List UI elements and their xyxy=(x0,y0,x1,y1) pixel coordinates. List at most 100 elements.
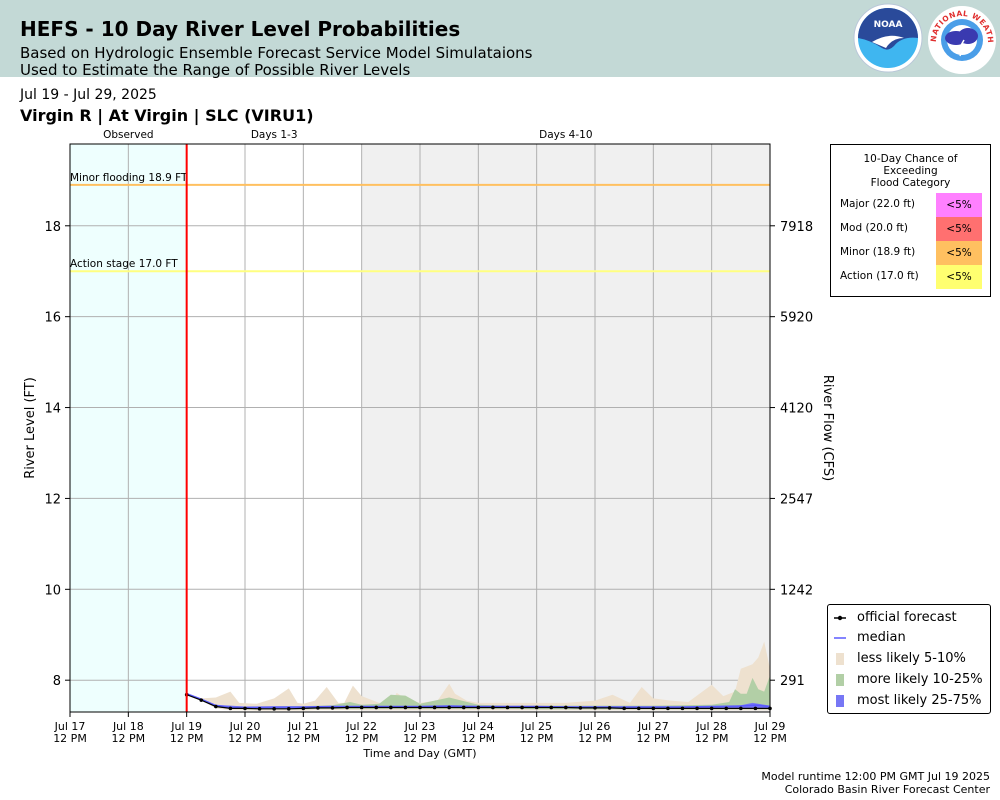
official-forecast-point xyxy=(680,706,685,711)
page-subtitle-line-2: Used to Estimate the Range of Possible R… xyxy=(20,61,411,79)
y-tick-label: 10 xyxy=(44,583,61,598)
y-axis-label: River Level (FT) xyxy=(23,377,38,479)
official-forecast-point xyxy=(301,706,306,711)
official-forecast-point xyxy=(403,705,408,710)
x-tick-label-date: Jul 27 xyxy=(637,720,669,733)
official-forecast-point xyxy=(272,707,276,711)
official-forecast-point xyxy=(753,706,758,711)
x-tick-label-date: Jul 19 xyxy=(170,720,202,733)
flood-category-action: Action (17.0 ft) <5% xyxy=(831,265,990,289)
chart-legend: official forecast median less likely 5-1… xyxy=(827,604,991,714)
period-background-1 xyxy=(186,144,362,712)
flood-category-action-chance: <5% xyxy=(936,265,982,289)
official-forecast-point xyxy=(389,705,393,710)
official-forecast-point xyxy=(199,698,204,702)
x-tick-label-date: Jul 23 xyxy=(404,720,436,733)
y-tick-label: 12 xyxy=(44,492,61,507)
flood-category-moderate: Mod (20.0 ft) <5% xyxy=(831,217,990,241)
y2-tick-label: 5920 xyxy=(780,311,813,326)
x-tick-label-time: 12 PM xyxy=(228,732,262,745)
x-tick-label-time: 12 PM xyxy=(53,732,87,745)
nws-logo-icon: NATIONAL WEATHER SERVICE xyxy=(926,2,996,74)
y2-tick-label: 291 xyxy=(780,674,805,689)
gauge-location-title: Virgin R | At Virgin | SLC (VIRU1) xyxy=(20,106,314,125)
flood-category-major: Major (22.0 ft) <5% xyxy=(831,193,990,217)
legend-item-more-likely: more likely 10-25% xyxy=(834,671,990,689)
official-forecast-point xyxy=(607,706,612,710)
official-forecast-point xyxy=(286,707,291,711)
band-less-likely-5-10- xyxy=(186,641,770,711)
y-tick-label: 16 xyxy=(44,311,61,326)
official-forecast-point xyxy=(418,705,422,710)
official-forecast-point xyxy=(695,706,699,711)
period-background-2 xyxy=(361,144,770,712)
threshold-label-1: Action stage 17.0 FT xyxy=(70,258,178,270)
official-forecast-point xyxy=(359,705,364,710)
x-tick-label-date: Jul 18 xyxy=(112,720,144,733)
official-forecast-point xyxy=(461,705,466,710)
forecast-date-range: Jul 19 - Jul 29, 2025 xyxy=(20,87,157,103)
x-tick-label-time: 12 PM xyxy=(462,732,496,745)
official-forecast-point xyxy=(593,706,597,710)
flood-category-minor: Minor (18.9 ft) <5% xyxy=(831,241,990,265)
official-forecast-point xyxy=(491,705,495,710)
x-tick-label-date: Jul 22 xyxy=(345,720,377,733)
official-forecast-point xyxy=(534,705,539,710)
official-forecast-point xyxy=(345,705,349,710)
official-forecast-point xyxy=(330,706,335,710)
official-forecast-point xyxy=(520,705,524,710)
official-forecast-point xyxy=(243,706,247,711)
legend-item-official-forecast: official forecast xyxy=(834,609,990,627)
x-tick-label-time: 12 PM xyxy=(520,732,554,745)
page-title: HEFS - 10 Day River Level Probabilities xyxy=(20,17,461,41)
less-likely-swatch-icon xyxy=(836,653,844,665)
y2-tick-label: 7918 xyxy=(780,220,813,235)
official-forecast-line-icon xyxy=(834,615,846,621)
period-label-1: Days 1-3 xyxy=(251,129,298,141)
flood-category-moderate-chance: <5% xyxy=(936,217,982,241)
x-tick-label-time: 12 PM xyxy=(287,732,321,745)
x-tick-label-time: 12 PM xyxy=(637,732,671,745)
x-tick-label-time: 12 PM xyxy=(578,732,612,745)
noaa-logo-icon: NOAA xyxy=(853,3,923,73)
official-forecast-point xyxy=(257,707,262,711)
official-forecast-point xyxy=(636,706,641,711)
official-forecast-point xyxy=(739,706,743,711)
flood-category-panel-title: 10-Day Chance of Exceeding Flood Categor… xyxy=(863,153,958,189)
official-forecast-point xyxy=(724,706,729,711)
median-line-icon xyxy=(834,637,846,639)
x-tick-label-time: 12 PM xyxy=(753,732,787,745)
model-runtime-note: Model runtime 12:00 PM GMT Jul 19 2025 xyxy=(761,770,990,783)
y2-axis-label: River Flow (CFS) xyxy=(820,375,835,481)
x-tick-label-date: Jul 17 xyxy=(54,720,86,733)
flood-category-panel: 10-Day Chance of Exceeding Flood Categor… xyxy=(830,144,991,297)
y-tick-label: 14 xyxy=(44,402,61,417)
official-forecast-point xyxy=(228,706,233,711)
page-subtitle-line-1: Based on Hydrologic Ensemble Forecast Se… xyxy=(20,44,533,62)
threshold-label-0: Minor flooding 18.9 FT xyxy=(70,172,188,184)
official-forecast-point xyxy=(709,706,714,711)
x-axis-label: Time and Day (GMT) xyxy=(362,747,476,760)
x-tick-label-time: 12 PM xyxy=(403,732,437,745)
x-tick-label-time: 12 PM xyxy=(112,732,146,745)
forecast-center-note: Colorado Basin River Forecast Center xyxy=(784,783,990,796)
y-tick-label: 18 xyxy=(44,220,61,235)
x-tick-label-date: Jul 20 xyxy=(229,720,261,733)
official-forecast-point xyxy=(476,705,481,710)
official-forecast-point xyxy=(432,705,437,710)
x-tick-label-date: Jul 26 xyxy=(579,720,611,733)
x-tick-label-date: Jul 24 xyxy=(462,720,494,733)
official-forecast-point xyxy=(549,705,554,710)
x-tick-label-date: Jul 25 xyxy=(520,720,552,733)
official-forecast-point xyxy=(578,706,583,710)
period-label-2: Days 4-10 xyxy=(539,129,592,141)
legend-item-most-likely: most likely 25-75% xyxy=(834,692,990,710)
x-tick-label-date: Jul 28 xyxy=(695,720,727,733)
x-tick-label-time: 12 PM xyxy=(170,732,204,745)
x-tick-label-date: Jul 29 xyxy=(754,720,786,733)
x-tick-label-time: 12 PM xyxy=(345,732,379,745)
svg-text:NOAA: NOAA xyxy=(874,20,903,30)
official-forecast-point xyxy=(214,704,218,709)
x-tick-label-time: 12 PM xyxy=(695,732,729,745)
